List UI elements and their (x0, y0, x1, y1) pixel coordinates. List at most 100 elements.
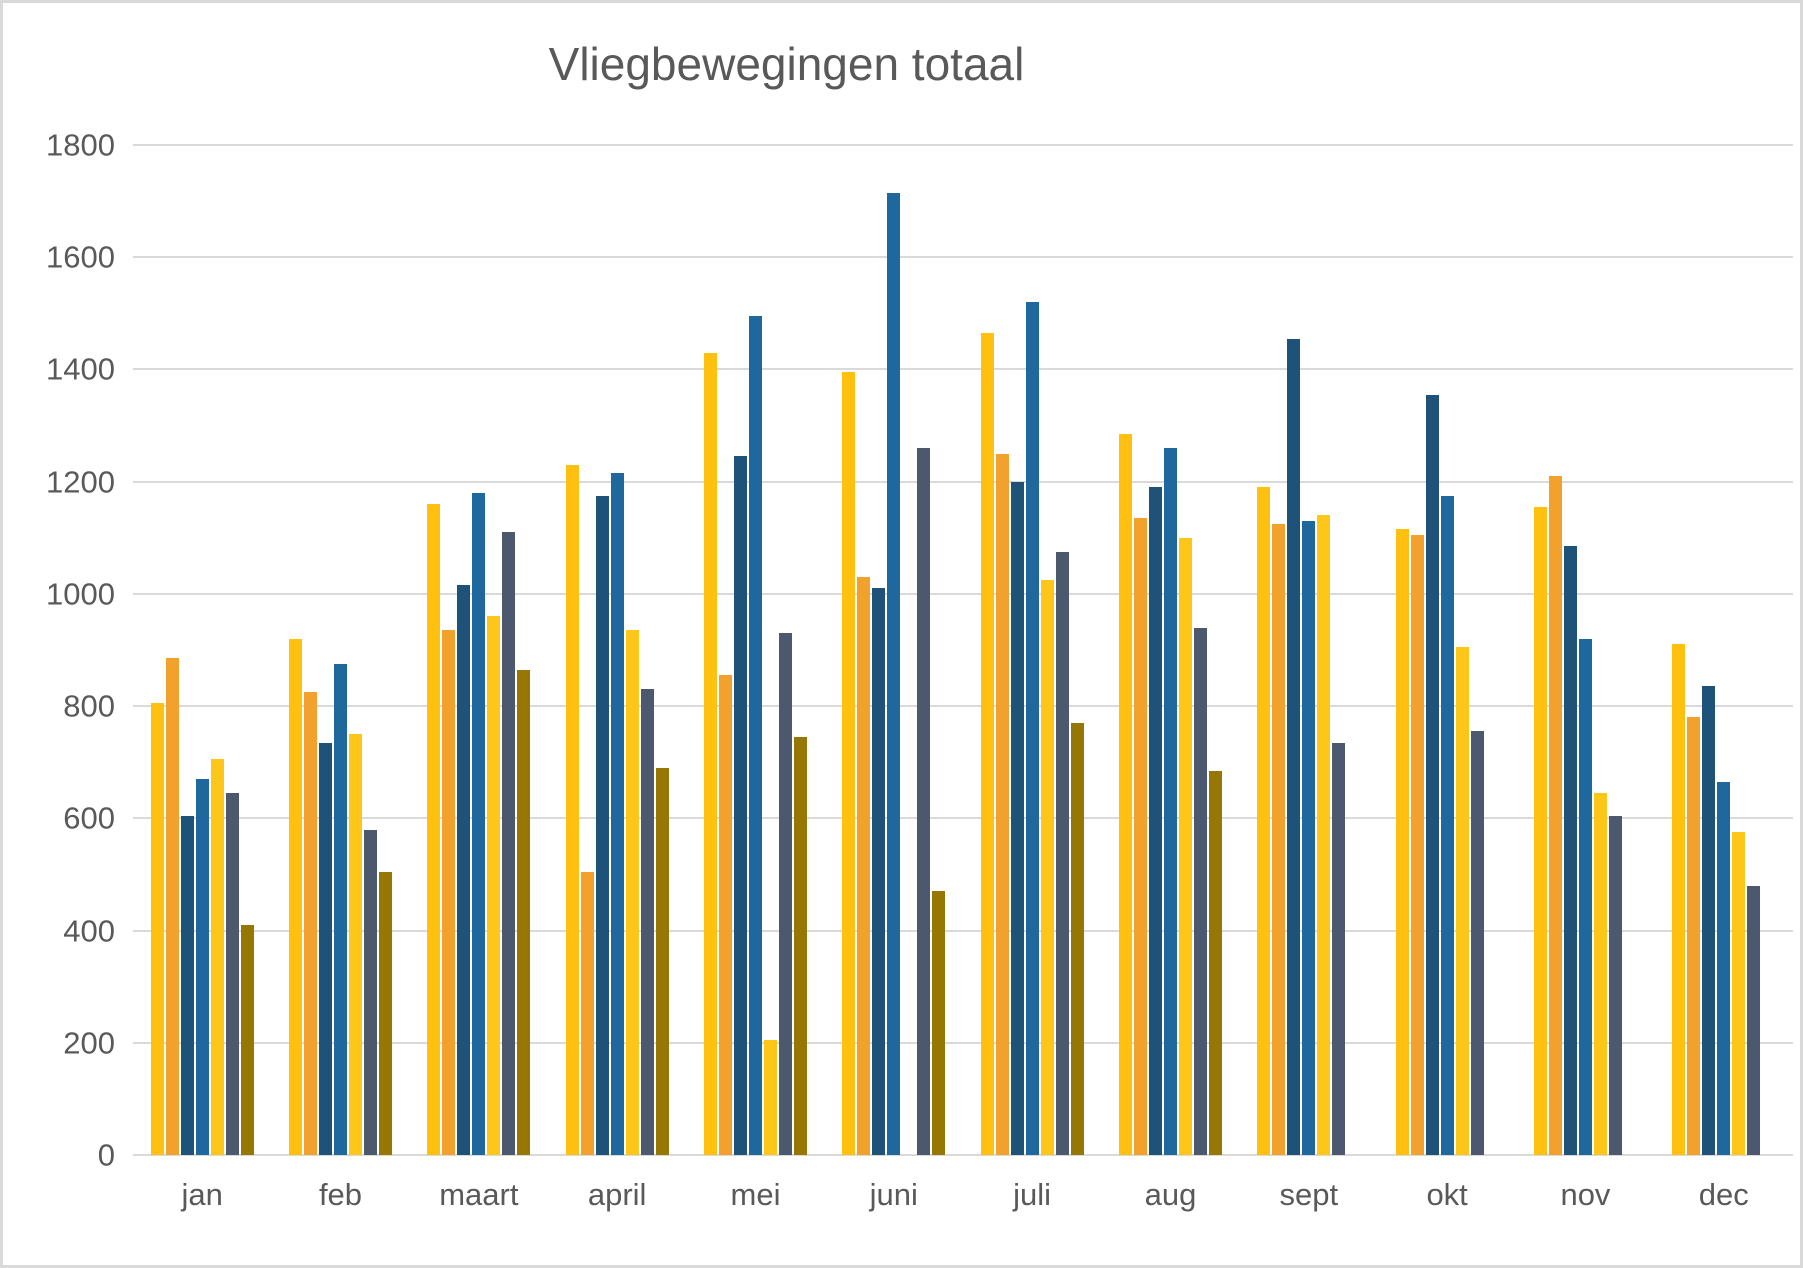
bar-maart-s1 (427, 504, 441, 1155)
bar-juli-s3 (1010, 481, 1024, 1155)
gridline-200 (133, 1041, 1793, 1044)
chart-title: Vliegbewegingen totaal (548, 38, 1025, 90)
bar-feb-s1 (288, 638, 302, 1155)
y-axis-tick-label: 800 (63, 688, 115, 724)
x-axis-label-okt: okt (1426, 1177, 1468, 1212)
bar-aug-s5 (1178, 537, 1192, 1155)
y-axis-tick-label: 200 (63, 1025, 115, 1061)
bar-aug-s6 (1193, 627, 1207, 1155)
bar-april-s1 (565, 464, 579, 1155)
bar-feb-s5 (348, 734, 362, 1155)
bar-aug-s1 (1118, 433, 1132, 1155)
bar-sept-s4 (1302, 520, 1316, 1155)
gridline-1200 (133, 480, 1793, 483)
bar-april-s3 (595, 495, 609, 1155)
bar-mei-s3 (733, 456, 747, 1155)
bar-nov-s6 (1608, 815, 1622, 1155)
x-axis-label-april: april (587, 1177, 647, 1212)
bar-dec-s1 (1672, 644, 1686, 1155)
bar-juli-s5 (1040, 579, 1054, 1155)
x-axis-label-maart: maart (439, 1177, 519, 1212)
bar-mei-s5 (763, 1039, 777, 1155)
bar-dec-s2 (1687, 717, 1701, 1155)
y-axis-tick-label: 1200 (46, 464, 115, 500)
bar-april-s4 (610, 473, 624, 1155)
bar-group-aug (1101, 145, 1239, 1155)
x-axis-label-juni: juni (869, 1177, 918, 1212)
bar-maart-s7 (517, 669, 531, 1155)
bar-okt-s2 (1410, 534, 1424, 1155)
bar-sept-s1 (1257, 487, 1271, 1155)
bar-mei-s6 (778, 633, 792, 1155)
bar-jan-s5 (210, 759, 224, 1155)
bar-sept-s2 (1272, 523, 1286, 1155)
bar-mei-s1 (703, 352, 717, 1155)
bar-okt-s4 (1440, 495, 1454, 1155)
bar-dec-s4 (1717, 781, 1731, 1155)
bar-jan-s4 (195, 779, 209, 1155)
x-axis-label-jan: jan (181, 1177, 223, 1212)
bar-group-juli (963, 145, 1101, 1155)
gridline-0 (133, 1154, 1793, 1156)
y-axis-tick-label: 1600 (46, 239, 115, 275)
bar-dec-s6 (1747, 885, 1761, 1155)
x-axis-label-juli: juli (1013, 1177, 1052, 1212)
bar-group-nov (1516, 145, 1654, 1155)
bar-maart-s4 (472, 492, 486, 1155)
bar-jan-s7 (240, 924, 254, 1155)
bar-okt-s3 (1425, 394, 1439, 1155)
bar-nov-s5 (1593, 793, 1607, 1155)
bar-april-s5 (625, 630, 639, 1155)
bar-sept-s5 (1317, 515, 1331, 1155)
bar-juni-s7 (932, 891, 946, 1155)
x-axis-label-dec: dec (1698, 1177, 1749, 1212)
y-axis-tick-label: 1800 (46, 127, 115, 163)
gridline-600 (133, 817, 1793, 820)
bar-nov-s3 (1563, 546, 1577, 1155)
bar-juni-s3 (872, 588, 886, 1155)
bar-maart-s2 (442, 630, 456, 1155)
plot-area (133, 144, 1793, 1156)
bar-jan-s2 (165, 658, 179, 1155)
bar-april-s7 (655, 767, 669, 1155)
gridline-800 (133, 705, 1793, 708)
bar-juni-s6 (917, 448, 931, 1155)
bar-okt-s1 (1395, 529, 1409, 1155)
bar-jan-s1 (150, 703, 164, 1155)
bar-juli-s2 (995, 453, 1009, 1155)
bar-dec-s5 (1732, 832, 1746, 1155)
bar-juni-s2 (857, 577, 871, 1155)
bar-group-okt (1378, 145, 1516, 1155)
bar-maart-s3 (457, 585, 471, 1155)
x-axis-label-mei: mei (730, 1177, 781, 1212)
bar-april-s2 (580, 871, 594, 1155)
bar-jan-s3 (180, 815, 194, 1155)
bar-april-s6 (640, 689, 654, 1155)
gridline-400 (133, 929, 1793, 932)
gridline-1800 (133, 144, 1793, 146)
bar-nov-s4 (1578, 638, 1592, 1155)
bar-feb-s4 (333, 664, 347, 1155)
y-axis-tick-label: 400 (63, 913, 115, 949)
y-axis-tick-label: 1400 (46, 351, 115, 387)
bar-feb-s6 (363, 829, 377, 1155)
bar-group-maart (410, 145, 548, 1155)
y-axis-tick-label: 0 (97, 1137, 115, 1173)
bar-aug-s2 (1133, 518, 1147, 1155)
bar-nov-s1 (1533, 506, 1547, 1155)
bar-mei-s2 (718, 675, 732, 1155)
y-axis: 0 200 400 600 800 1000 1200 1400 1600 1800 (3, 130, 115, 1171)
bar-groups (133, 145, 1793, 1155)
bar-juli-s6 (1055, 551, 1069, 1155)
x-axis-label-nov: nov (1560, 1177, 1611, 1212)
bar-jan-s6 (225, 793, 239, 1155)
x-axis-label-aug: aug (1144, 1177, 1197, 1212)
bar-sept-s3 (1287, 338, 1301, 1155)
bar-sept-s6 (1332, 742, 1346, 1155)
bar-group-sept (1240, 145, 1378, 1155)
bar-aug-s3 (1148, 487, 1162, 1155)
bar-okt-s6 (1470, 731, 1484, 1155)
gridline-1000 (133, 592, 1793, 595)
bar-feb-s2 (303, 692, 317, 1155)
bar-maart-s6 (502, 532, 516, 1155)
